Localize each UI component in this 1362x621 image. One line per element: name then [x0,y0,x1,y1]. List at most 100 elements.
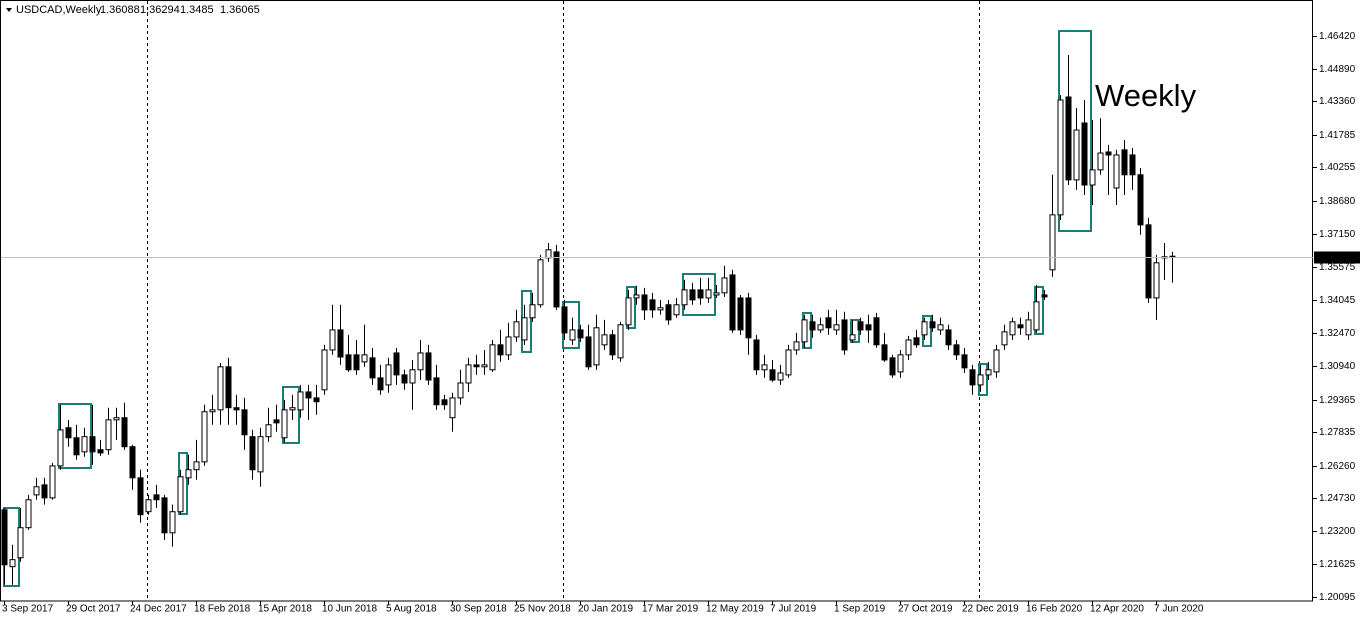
candle-body [1033,301,1040,331]
candle-body [1017,324,1024,329]
candle-body [849,334,856,341]
candle-body [857,321,864,331]
ohlc-open: 1.36088 [100,4,140,16]
candle-body [929,321,936,329]
candle-body [993,349,1000,373]
candle-body [953,344,960,356]
candle-body [1137,174,1144,226]
candle-body [745,297,752,339]
candle-body [521,317,528,341]
candle-body [409,369,416,384]
candle-body [473,364,480,368]
candle-body [625,297,632,326]
candle-body [1081,122,1088,186]
candle-body [1009,321,1016,336]
price-label: 1.36065 [1318,252,1355,263]
y-tick-label: 1.35575 [1319,262,1356,273]
x-tick-label: 3 Sep 2017 [2,604,54,615]
candle-body [777,372,784,381]
x-tick-label: 25 Nov 2018 [514,604,571,615]
candle-body [961,354,968,369]
candles [1,55,1176,585]
candle-body [113,417,120,421]
candle-body [417,352,424,371]
candle-body [881,344,888,361]
candle-body [345,354,352,371]
candle-body [1065,96,1072,181]
y-tick-label: 1.37150 [1319,229,1356,240]
candle-body [817,324,824,331]
x-tick-label: 27 Oct 2019 [898,604,953,615]
candle-body [281,409,288,439]
candle-body [1025,319,1032,336]
candle-body [105,419,112,451]
x-tick-label: 12 Apr 2020 [1090,604,1144,615]
candle-body [889,357,896,376]
candle-body [369,357,376,379]
candle-body [729,274,736,331]
candle-body [337,329,344,358]
y-tick-label: 1.29365 [1319,395,1356,406]
candle-body [577,329,584,339]
candle-body [489,344,496,371]
candle-body [321,349,328,391]
candle-body [561,306,568,334]
plot-frame [0,0,1313,602]
y-tick-label: 1.40255 [1319,162,1356,173]
candle-body [793,341,800,351]
candle-body [641,294,648,311]
y-tick-label: 1.46420 [1319,31,1356,42]
candle-body [617,324,624,359]
candle-body [169,511,176,534]
candle-body [17,527,24,559]
candle-body [57,429,64,467]
candle-body [1097,152,1104,171]
candle-body [601,334,608,346]
y-tick-label: 1.43360 [1319,96,1356,107]
candle-body [377,377,384,391]
candle-body [137,477,144,516]
candle-body [97,449,104,454]
candle-body [1049,214,1056,271]
candle-body [1001,331,1008,346]
candle-body [937,324,944,331]
candle-body [569,329,576,341]
x-tick-label: 30 Sep 2018 [450,604,507,615]
candle-body [513,321,520,338]
candle-body [897,354,904,373]
candle-body [1073,129,1080,181]
candle-body [873,317,880,346]
candle-body [585,336,592,368]
candle-body [809,321,816,331]
candle-body [465,364,472,384]
candle-body [545,249,552,259]
y-tick-label: 1.30940 [1319,361,1356,372]
price-label-box [1314,251,1360,264]
candle-body [673,304,680,316]
candle-body [289,407,296,411]
candle-body [769,369,776,381]
x-tick-label: 10 Jun 2018 [322,604,377,615]
candle-body [1153,262,1160,299]
candle-body [1041,294,1048,298]
y-tick-label: 1.38680 [1319,196,1356,207]
x-tick-label: 1 Sep 2019 [834,604,886,615]
candle-body [505,336,512,356]
candle-body [425,352,432,381]
y-tick-label: 1.34045 [1319,295,1356,306]
candle-body [49,465,56,499]
annotation: Weekly [1095,78,1197,113]
menu-arrow-icon[interactable] [6,8,12,12]
candle-body [249,436,256,471]
candle-body [1105,151,1112,156]
candle-body [313,397,320,403]
x-tick-label: 22 Dec 2019 [962,604,1019,615]
candle-body [1089,169,1096,186]
candle-body [9,559,16,568]
candle-body [185,469,192,479]
candle-body [705,289,712,299]
candle-body [529,304,536,319]
x-tick-label: 18 Feb 2018 [194,604,251,615]
candle-body [81,436,88,453]
